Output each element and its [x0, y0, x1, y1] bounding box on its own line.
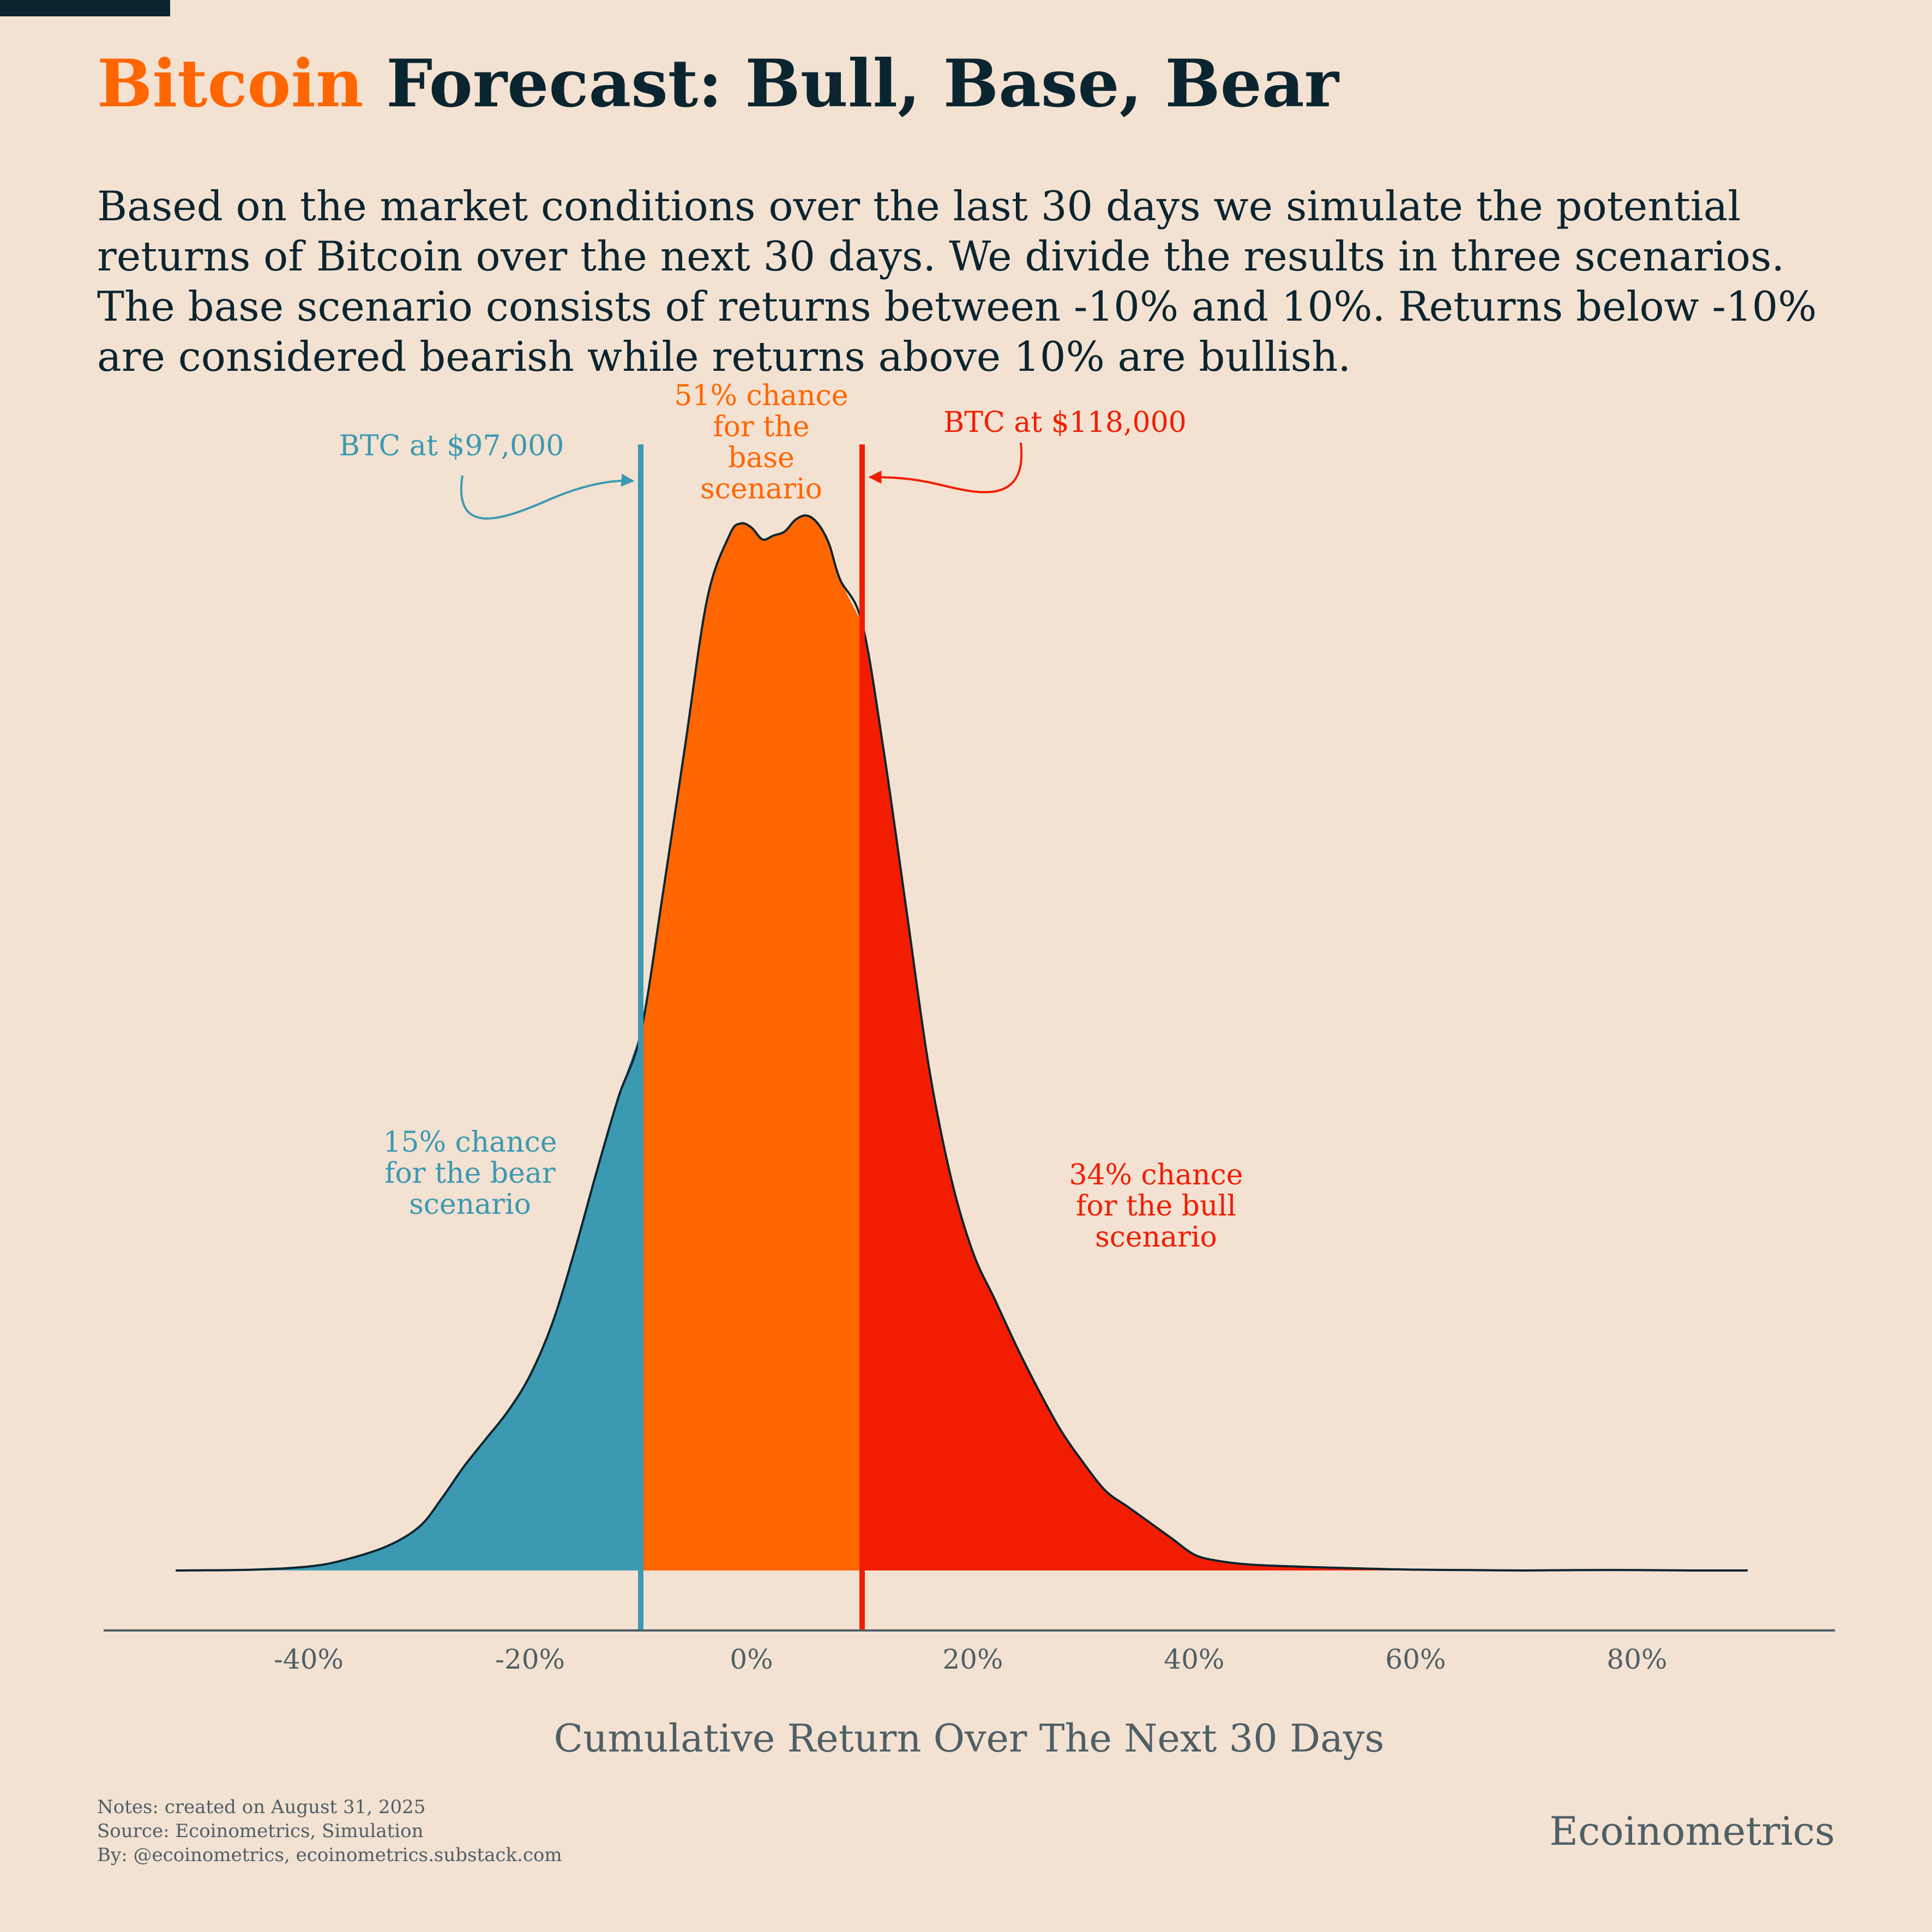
brand-logo-text: Ecoinometrics	[1549, 1808, 1835, 1854]
bear-price-annotation: BTC at $97,000	[339, 430, 564, 462]
threshold-lines	[638, 444, 865, 1630]
chart-description: Based on the market conditions over the …	[97, 182, 1817, 381]
x-tick-label: 0%	[730, 1644, 773, 1675]
scenario-fills	[176, 515, 1748, 1571]
x-axis-title: Cumulative Return Over The Next 30 Days	[554, 1716, 1385, 1761]
density-outline	[176, 514, 1748, 1572]
by-line: By: @ecoinometrics, ecoinometrics.substa…	[97, 1844, 562, 1866]
bull-scenario-label: 34% chance for the bull scenario	[1069, 1159, 1243, 1254]
title-rest: Forecast: Bull, Base, Bear	[363, 45, 1339, 122]
x-tick-label: -40%	[274, 1644, 344, 1675]
footer-notes: Notes: created on August 31, 2025 Source…	[97, 1795, 562, 1867]
base-scenario-area	[641, 515, 862, 1571]
bull-price-annotation: BTC at $118,000	[943, 406, 1187, 439]
corner-accent-bar	[0, 0, 170, 16]
page-title: Bitcoin Forecast: Bull, Base, Bear	[97, 45, 1339, 123]
x-tick-label: 80%	[1606, 1644, 1667, 1675]
title-highlight: Bitcoin	[97, 45, 364, 122]
source-line: Source: Ecoinometrics, Simulation	[97, 1820, 424, 1842]
notes-line: Notes: created on August 31, 2025	[97, 1796, 426, 1818]
x-tick-label: 40%	[1164, 1644, 1224, 1675]
x-tick-label: 20%	[942, 1644, 1003, 1675]
bear-scenario-label: 15% chance for the bear scenario	[383, 1126, 557, 1221]
x-tick-label: 60%	[1385, 1644, 1446, 1675]
bull-scenario-area	[862, 623, 1748, 1571]
scenario-labels: 15% chance for the bear scenario 51% chance…	[383, 380, 1243, 1254]
bear-annotation-arrow	[460, 473, 635, 520]
price-annotations: BTC at $97,000 BTC at $118,000	[339, 406, 1187, 520]
bull-annotation-arrow	[868, 442, 1023, 493]
x-axis-ticks: -40% -20% 0% 20% 40% 60% 80%	[274, 1644, 1668, 1675]
base-scenario-label: 51% chance for the base scenario	[674, 380, 848, 505]
x-tick-label: -20%	[495, 1644, 565, 1675]
bear-scenario-area	[176, 1033, 641, 1570]
